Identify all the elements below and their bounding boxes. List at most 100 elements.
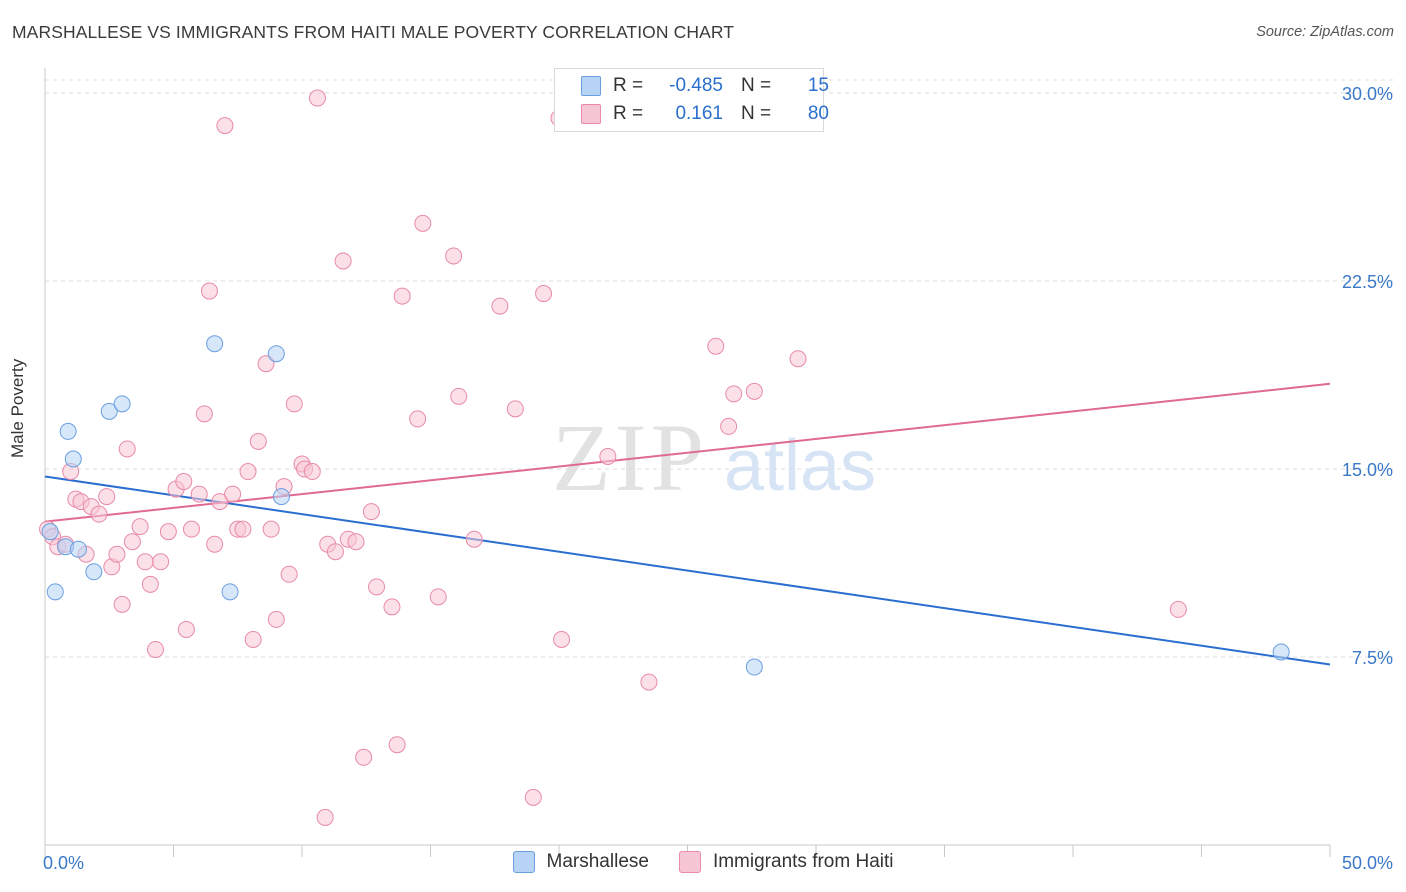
y-tick-label: 15.0% <box>1342 460 1393 480</box>
point-marshallese <box>69 540 87 558</box>
legend-r-value: -0.485 <box>669 75 723 96</box>
point-marshallese <box>206 335 224 353</box>
legend-n-label: N = <box>741 103 772 124</box>
point-haiti <box>450 387 468 405</box>
point-haiti <box>108 545 126 563</box>
x-tick-label: 0.0% <box>43 853 84 873</box>
point-haiti <box>280 565 298 583</box>
point-marshallese <box>46 583 64 601</box>
trendline-haiti <box>44 382 1331 523</box>
point-haiti <box>98 488 116 506</box>
legend-swatch-blue <box>512 851 535 873</box>
point-haiti <box>152 553 170 571</box>
trendlines <box>44 382 1331 666</box>
point-haiti <box>249 432 267 450</box>
point-haiti <box>177 620 195 638</box>
point-haiti <box>409 410 427 428</box>
point-haiti <box>491 297 509 315</box>
point-marshallese <box>221 583 239 601</box>
point-haiti <box>553 630 571 648</box>
point-haiti <box>347 533 365 551</box>
point-haiti <box>465 530 483 548</box>
point-marshallese <box>1272 643 1290 661</box>
legend-n-value: 15 <box>807 75 829 96</box>
point-haiti <box>599 447 617 465</box>
legend-swatch-pink <box>678 851 701 873</box>
legend-row-haiti: R = 0.161 N = 80 <box>555 100 829 128</box>
tick-labels: 7.5% 15.0% 22.5% 30.0% 0.0% 50.0% <box>43 84 1393 873</box>
point-marshallese <box>113 395 131 413</box>
legend-label: Marshallese <box>546 851 649 872</box>
point-haiti <box>1169 600 1187 618</box>
point-haiti <box>211 493 229 511</box>
point-haiti <box>524 788 542 806</box>
point-haiti <box>267 610 285 628</box>
point-marshallese <box>272 488 290 506</box>
point-haiti <box>234 520 252 538</box>
point-marshallese <box>64 450 82 468</box>
point-marshallese <box>100 402 118 420</box>
chart-title: MARSHALLESE VS IMMIGRANTS FROM HAITI MAL… <box>12 22 735 42</box>
point-haiti <box>326 543 344 561</box>
point-haiti <box>244 630 262 648</box>
point-haiti <box>445 247 463 265</box>
legend-label: Immigrants from Haiti <box>712 851 894 872</box>
point-haiti <box>118 440 136 458</box>
point-haiti <box>90 505 108 523</box>
point-haiti <box>506 400 524 418</box>
point-haiti <box>383 598 401 616</box>
point-haiti <box>745 382 763 400</box>
legend-item-marshallese: Marshallese <box>512 851 649 873</box>
point-haiti <box>640 673 658 691</box>
correlation-legend: R = -0.485 N = 15 R = 0.161 N = 80 <box>554 68 829 132</box>
point-marshallese <box>85 563 103 581</box>
point-haiti <box>257 355 275 373</box>
point-haiti <box>262 520 280 538</box>
legend-r-label: R = <box>613 103 644 124</box>
point-haiti <box>316 808 334 826</box>
y-tick-label: 22.5% <box>1342 272 1393 292</box>
point-haiti <box>707 337 725 355</box>
legend-row-marshallese: R = -0.485 N = 15 <box>555 72 829 100</box>
point-haiti <box>131 518 149 536</box>
point-haiti <box>535 285 553 303</box>
point-haiti <box>159 523 177 541</box>
point-haiti <box>113 595 131 613</box>
point-haiti <box>239 463 257 481</box>
point-haiti <box>206 535 224 553</box>
point-haiti <box>388 736 406 754</box>
point-haiti <box>216 117 234 135</box>
legend-r-label: R = <box>613 75 644 96</box>
legend-r-value: 0.161 <box>675 103 723 124</box>
point-haiti <box>200 282 218 300</box>
point-haiti <box>182 520 200 538</box>
legend-n-value: 80 <box>807 103 829 124</box>
legend-swatch-pink <box>581 104 601 124</box>
point-haiti <box>414 214 432 232</box>
point-marshallese <box>745 658 763 676</box>
point-haiti <box>147 640 165 658</box>
axes <box>44 68 1331 857</box>
point-haiti <box>789 350 807 368</box>
legend-item-haiti: Immigrants from Haiti <box>678 851 894 873</box>
legend-n-label: N = <box>741 75 772 96</box>
point-haiti <box>190 485 208 503</box>
watermark-atlas: atlas <box>724 426 876 506</box>
point-haiti <box>725 385 743 403</box>
point-haiti <box>141 575 159 593</box>
point-haiti <box>303 463 321 481</box>
legend-swatch-blue <box>581 76 601 96</box>
trendline-marshallese <box>44 475 1331 666</box>
point-haiti <box>429 588 447 606</box>
data-points <box>39 89 1290 826</box>
watermark-zip: ZIP <box>552 404 708 511</box>
watermark: ZIP atlas <box>552 404 876 511</box>
point-haiti <box>136 553 154 571</box>
point-haiti <box>285 395 303 413</box>
point-haiti <box>224 485 242 503</box>
point-haiti <box>308 89 326 107</box>
point-haiti <box>334 252 352 270</box>
y-tick-label: 30.0% <box>1342 84 1393 104</box>
point-marshallese <box>59 422 77 440</box>
